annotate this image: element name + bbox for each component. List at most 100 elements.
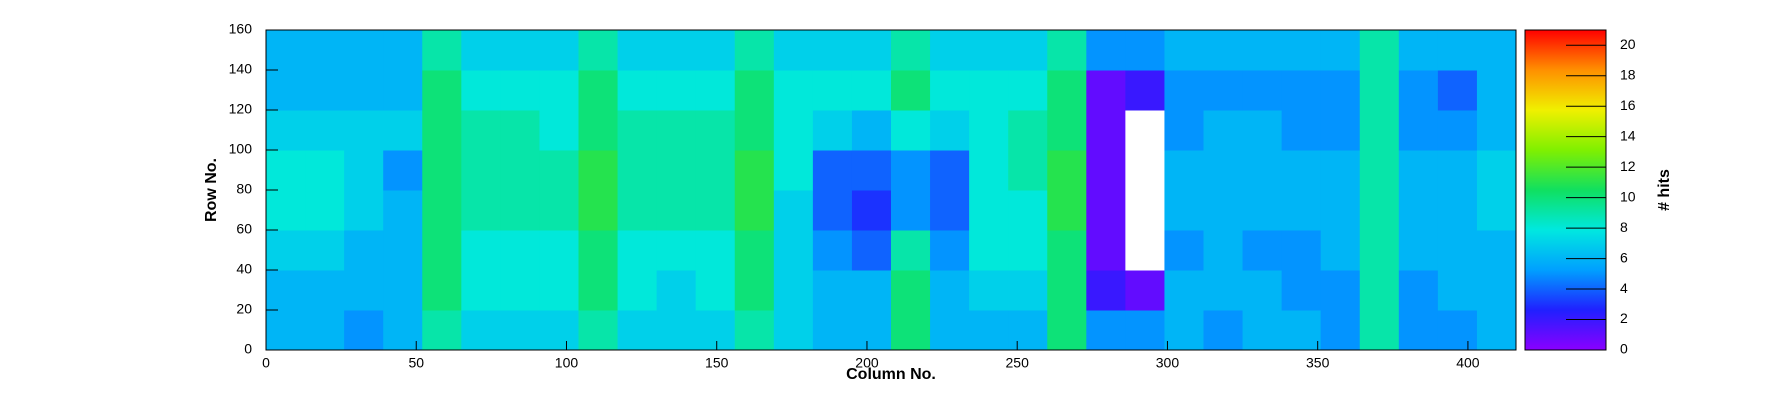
cell	[656, 150, 697, 191]
cell	[383, 70, 423, 111]
cell	[1047, 150, 1087, 191]
cell	[1242, 30, 1283, 71]
colorbar-tick-label: 12	[1620, 158, 1636, 174]
colorbar-title: # hits	[1656, 169, 1673, 211]
cell	[891, 110, 931, 151]
cell	[1125, 30, 1165, 71]
cell	[1125, 310, 1165, 351]
cell	[1437, 190, 1478, 231]
cell	[266, 150, 306, 191]
cell	[1203, 310, 1244, 351]
cell	[734, 70, 775, 111]
cell	[539, 190, 579, 231]
colorbar-tick-label: 2	[1620, 310, 1628, 326]
cell	[539, 70, 579, 111]
cell	[1476, 30, 1517, 71]
cell	[1125, 110, 1165, 151]
cell	[617, 110, 658, 151]
cell	[1047, 270, 1087, 311]
cell	[500, 110, 540, 151]
cell	[930, 230, 970, 271]
cell	[891, 30, 931, 71]
cell	[891, 230, 931, 271]
cell	[773, 270, 814, 311]
cell	[1086, 70, 1126, 111]
cell	[656, 190, 697, 231]
cell	[695, 190, 736, 231]
cell	[812, 110, 853, 151]
cell	[656, 30, 697, 71]
cell	[344, 150, 384, 191]
cell	[930, 70, 970, 111]
cell	[1476, 310, 1517, 351]
cell	[422, 150, 462, 191]
cell	[1242, 270, 1283, 311]
cell	[734, 110, 775, 151]
cell	[891, 190, 931, 231]
cell	[305, 190, 345, 231]
cell	[539, 110, 579, 151]
cell	[773, 230, 814, 271]
y-tick-label: 80	[236, 181, 252, 197]
x-tick-label: 200	[855, 355, 879, 371]
cell	[1242, 70, 1283, 111]
cell	[1281, 30, 1322, 71]
cell	[656, 270, 697, 311]
cell	[1125, 190, 1165, 231]
cell	[1320, 270, 1361, 311]
cell	[1203, 110, 1244, 151]
x-axis-title: Column No.	[846, 366, 936, 383]
cell	[1398, 230, 1439, 271]
cell	[539, 230, 579, 271]
cell	[1476, 110, 1517, 151]
cell	[1164, 30, 1204, 71]
cell	[500, 310, 540, 351]
cell	[1008, 230, 1048, 271]
cell	[969, 150, 1009, 191]
cell	[422, 310, 462, 351]
cell	[344, 270, 384, 311]
cell	[344, 70, 384, 111]
cell	[1281, 110, 1322, 151]
cell	[578, 70, 619, 111]
cell	[891, 310, 931, 351]
cell	[578, 270, 619, 311]
cell	[1164, 270, 1204, 311]
x-tick-label: 100	[555, 355, 579, 371]
colorbar-tick-label: 16	[1620, 97, 1636, 113]
cell	[1320, 30, 1361, 71]
cell	[1086, 230, 1126, 271]
cell	[1359, 30, 1400, 71]
cell	[812, 230, 853, 271]
cell	[773, 310, 814, 351]
cell	[1398, 70, 1439, 111]
cell	[969, 310, 1009, 351]
cell	[851, 150, 892, 191]
cell	[812, 270, 853, 311]
cell	[1125, 150, 1165, 191]
cell	[383, 30, 423, 71]
cell	[695, 270, 736, 311]
cell	[773, 30, 814, 71]
cell	[305, 110, 345, 151]
cell	[1242, 150, 1283, 191]
cell	[773, 190, 814, 231]
cell	[930, 270, 970, 311]
cell	[1047, 30, 1087, 71]
cell	[851, 230, 892, 271]
cell	[1359, 110, 1400, 151]
cell	[461, 270, 501, 311]
y-tick-label: 100	[229, 141, 253, 157]
cell	[1164, 110, 1204, 151]
cell	[344, 190, 384, 231]
cell	[734, 150, 775, 191]
cell	[1320, 310, 1361, 351]
colorbar-tick-label: 20	[1620, 36, 1636, 52]
cell	[1281, 150, 1322, 191]
cell	[266, 230, 306, 271]
cell	[1242, 110, 1283, 151]
cell	[461, 30, 501, 71]
cell	[969, 190, 1009, 231]
cell	[1047, 110, 1087, 151]
cell	[969, 230, 1009, 271]
